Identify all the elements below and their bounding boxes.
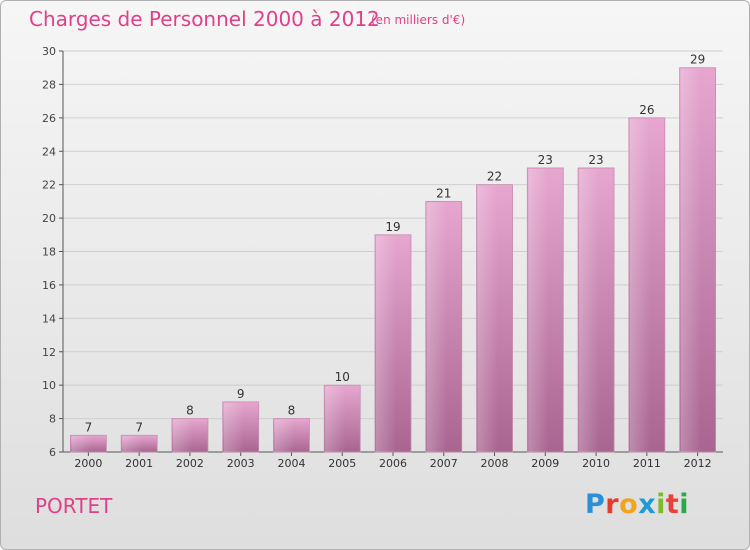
data-label: 22 bbox=[487, 170, 502, 184]
x-tick-label: 2007 bbox=[430, 457, 458, 470]
bar-highlight bbox=[223, 402, 258, 452]
x-tick-label: 2006 bbox=[379, 457, 407, 470]
y-tick-label: 28 bbox=[42, 78, 56, 91]
y-tick-label: 20 bbox=[42, 212, 56, 225]
label-layer: 2000 7 2001 7 2002 8 2003 9 2004 8 2005 10 2006 19 200… bbox=[74, 53, 711, 470]
y-tick-label: 14 bbox=[42, 312, 56, 325]
logo-letter: o bbox=[619, 489, 639, 520]
x-tick-label: 2002 bbox=[176, 457, 204, 470]
x-tick-label: 2009 bbox=[531, 457, 559, 470]
x-tick-label: 2005 bbox=[328, 457, 356, 470]
logo-letter: r bbox=[605, 489, 620, 520]
data-label: 9 bbox=[237, 387, 245, 401]
logo-letter: t bbox=[665, 489, 680, 520]
chart-title: Charges de Personnel 2000 à 2012 bbox=[29, 7, 380, 31]
x-tick-label: 2008 bbox=[481, 457, 509, 470]
bar-highlight bbox=[629, 118, 664, 452]
bar-highlight bbox=[477, 185, 512, 452]
bar-highlight bbox=[172, 419, 207, 452]
data-label: 8 bbox=[186, 404, 194, 418]
y-tick-label: 6 bbox=[49, 446, 56, 459]
logo-letter: P bbox=[585, 489, 606, 520]
bar-highlight bbox=[376, 235, 410, 452]
y-tick-label: 18 bbox=[42, 246, 56, 259]
chart-subtitle: (en milliers d'€) bbox=[371, 13, 466, 27]
x-tick-label: 2010 bbox=[582, 457, 610, 470]
bar-highlight bbox=[680, 68, 715, 452]
city-name: PORTET bbox=[35, 494, 113, 518]
data-label: 7 bbox=[85, 420, 93, 434]
data-label: 8 bbox=[288, 404, 296, 418]
x-tick-label: 2012 bbox=[684, 457, 712, 470]
y-tick-label: 16 bbox=[42, 279, 56, 292]
bar-highlight bbox=[122, 436, 157, 452]
bar-highlight bbox=[579, 168, 614, 453]
bar-layer bbox=[69, 67, 717, 453]
data-label: 7 bbox=[135, 420, 143, 434]
bar-highlight bbox=[426, 202, 461, 452]
x-tick-label: 2004 bbox=[277, 457, 305, 470]
y-tick-label: 10 bbox=[42, 379, 56, 392]
y-tick-label: 24 bbox=[42, 145, 56, 158]
data-label: 10 bbox=[335, 370, 350, 384]
y-tick-label: 26 bbox=[42, 112, 56, 125]
logo-letter: x bbox=[638, 489, 657, 520]
y-tick-label: 12 bbox=[42, 346, 56, 359]
data-label: 23 bbox=[538, 153, 553, 167]
data-label: 23 bbox=[588, 153, 603, 167]
data-label: 19 bbox=[385, 220, 400, 234]
x-tick-label: 2000 bbox=[74, 457, 102, 470]
y-tick-label: 8 bbox=[49, 413, 56, 426]
x-tick-label: 2003 bbox=[227, 457, 255, 470]
bar-highlight bbox=[274, 419, 309, 452]
proxiti-logo: Proxiti bbox=[585, 489, 689, 520]
data-label: 26 bbox=[639, 103, 654, 117]
x-tick-label: 2001 bbox=[125, 457, 153, 470]
bar-highlight bbox=[71, 436, 106, 452]
y-tick-label: 22 bbox=[42, 179, 56, 192]
logo-letter: i bbox=[656, 489, 666, 520]
y-tick-label: 30 bbox=[42, 45, 56, 58]
data-label: 21 bbox=[436, 186, 451, 200]
logo-letter: i bbox=[679, 489, 690, 520]
bar-highlight bbox=[528, 168, 563, 453]
bar-highlight bbox=[325, 386, 360, 452]
data-label: 29 bbox=[690, 53, 705, 67]
x-tick-label: 2011 bbox=[633, 457, 661, 470]
